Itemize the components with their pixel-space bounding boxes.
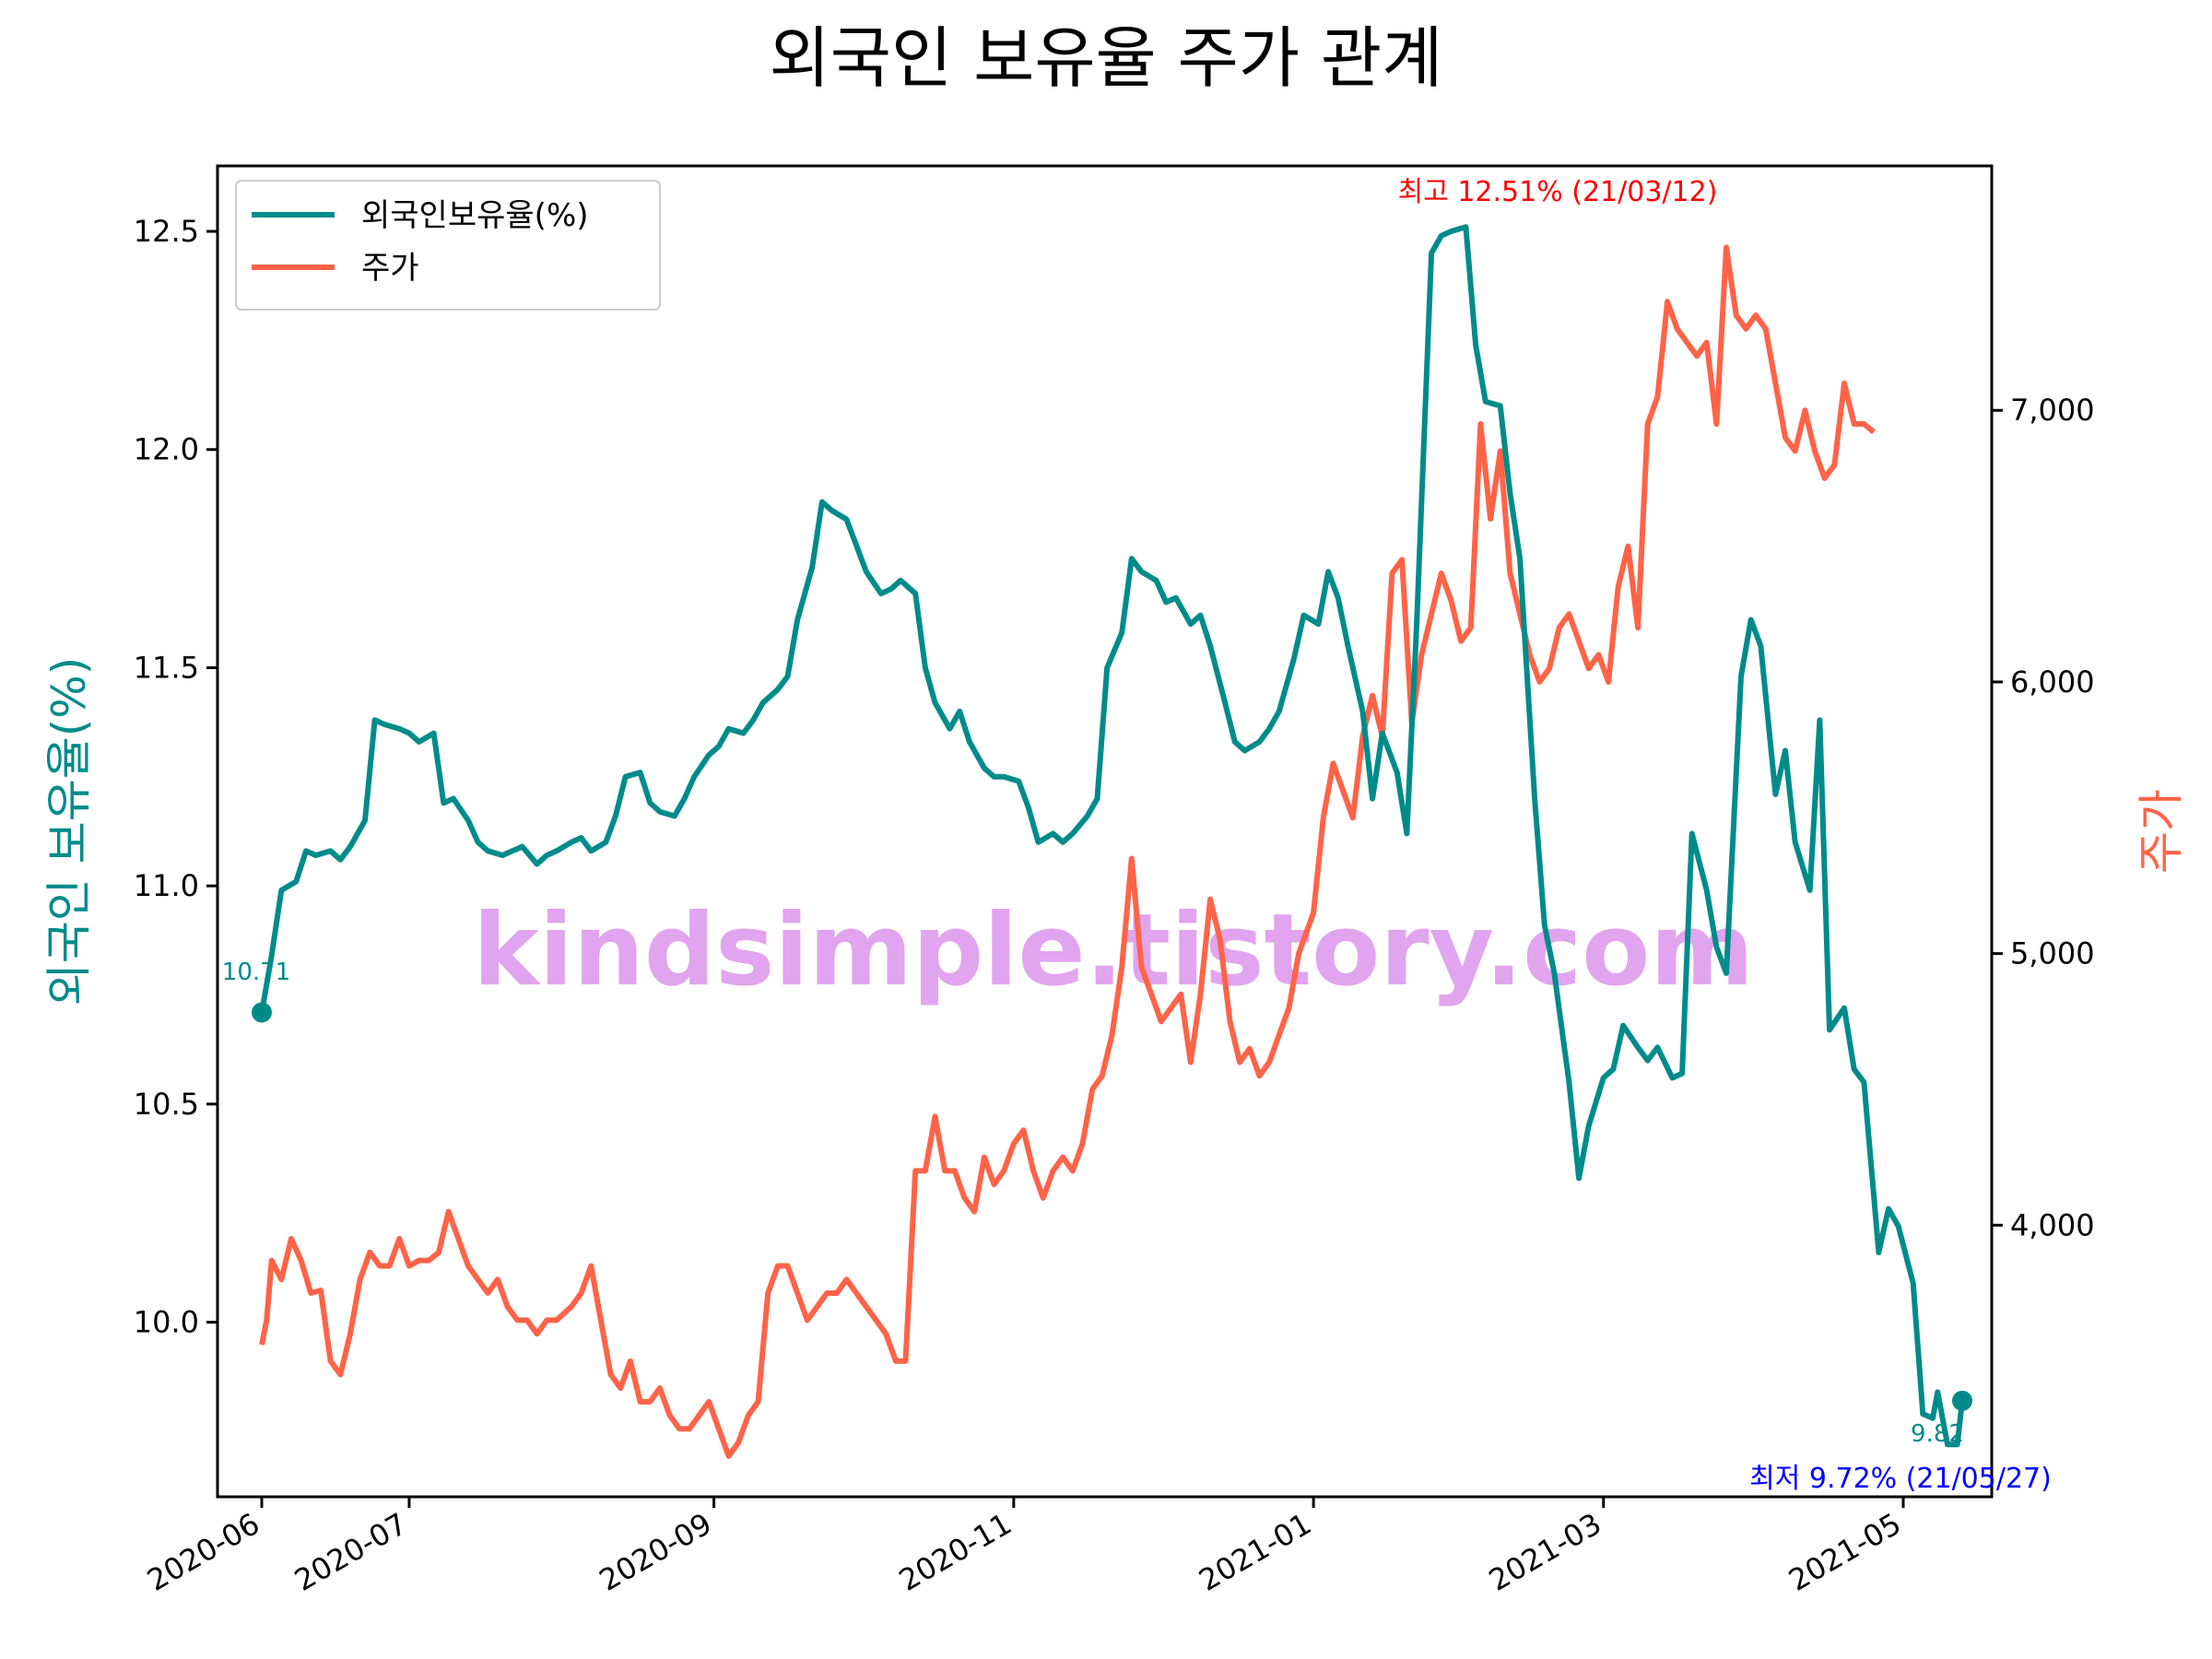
start-label: 10.71 — [222, 959, 290, 986]
y-tick-label: 11.5 — [134, 650, 199, 685]
plot-area — [216, 164, 1994, 1499]
y-tick-label: 12.5 — [134, 214, 199, 249]
series-layer — [251, 224, 1973, 1459]
legend: 외국인보유율(%) 주가 — [235, 180, 661, 311]
end-label: 9.82 — [1911, 1420, 1964, 1448]
start-point-marker — [251, 1002, 272, 1023]
x-axis-ticks: 2020-06 2020-07 2020-09 2020-11 2021-01 2021-… — [141, 1497, 1907, 1598]
x-tick-label: 2020-06 — [141, 1506, 265, 1598]
y2-tick-label: 6,000 — [2010, 665, 2095, 700]
max-label: 최고 12.51% (21/03/12) — [1398, 176, 1718, 208]
x-tick-label: 2021-05 — [1783, 1506, 1907, 1598]
y2-tick-label: 7,000 — [2010, 393, 2095, 428]
y2-axis-label: 주가 — [2135, 789, 2188, 874]
y-tick-label: 10.5 — [134, 1087, 199, 1122]
x-tick-label: 2021-03 — [1483, 1506, 1607, 1598]
end-point-marker — [1952, 1390, 1973, 1411]
legend-label-foreign: 외국인보유율(%) — [361, 197, 589, 234]
legend-box — [235, 180, 661, 311]
x-tick-label: 2021-01 — [1193, 1506, 1317, 1598]
y-axis-ticks: 10.0 10.5 11.0 11.5 12.0 12.5 — [134, 214, 218, 1340]
y2-axis-ticks: 4,000 5,000 6,000 7,000 — [1992, 393, 2095, 1242]
legend-label-price: 주가 — [361, 250, 419, 287]
y2-tick-label: 5,000 — [2010, 936, 2095, 971]
min-label: 최저 9.72% (21/05/27) — [1749, 1463, 2052, 1495]
series-foreign-line — [259, 224, 1965, 1448]
x-tick-label: 2020-09 — [594, 1506, 718, 1598]
series-price-line — [259, 244, 1876, 1459]
y2-tick-label: 4,000 — [2010, 1207, 2095, 1242]
y-tick-label: 11.0 — [134, 868, 199, 903]
y-axis-label: 외국인 보유율(%) — [42, 657, 96, 1006]
watermark: kindsimple.tistory.com — [473, 893, 1754, 1008]
chart-title: 외국인 보유율 주가 관계 — [769, 19, 1442, 97]
x-tick-label: 2020-07 — [288, 1506, 413, 1598]
y-tick-label: 12.0 — [134, 432, 199, 467]
y-tick-label: 10.0 — [134, 1305, 199, 1340]
x-tick-label: 2020-11 — [893, 1506, 1018, 1598]
